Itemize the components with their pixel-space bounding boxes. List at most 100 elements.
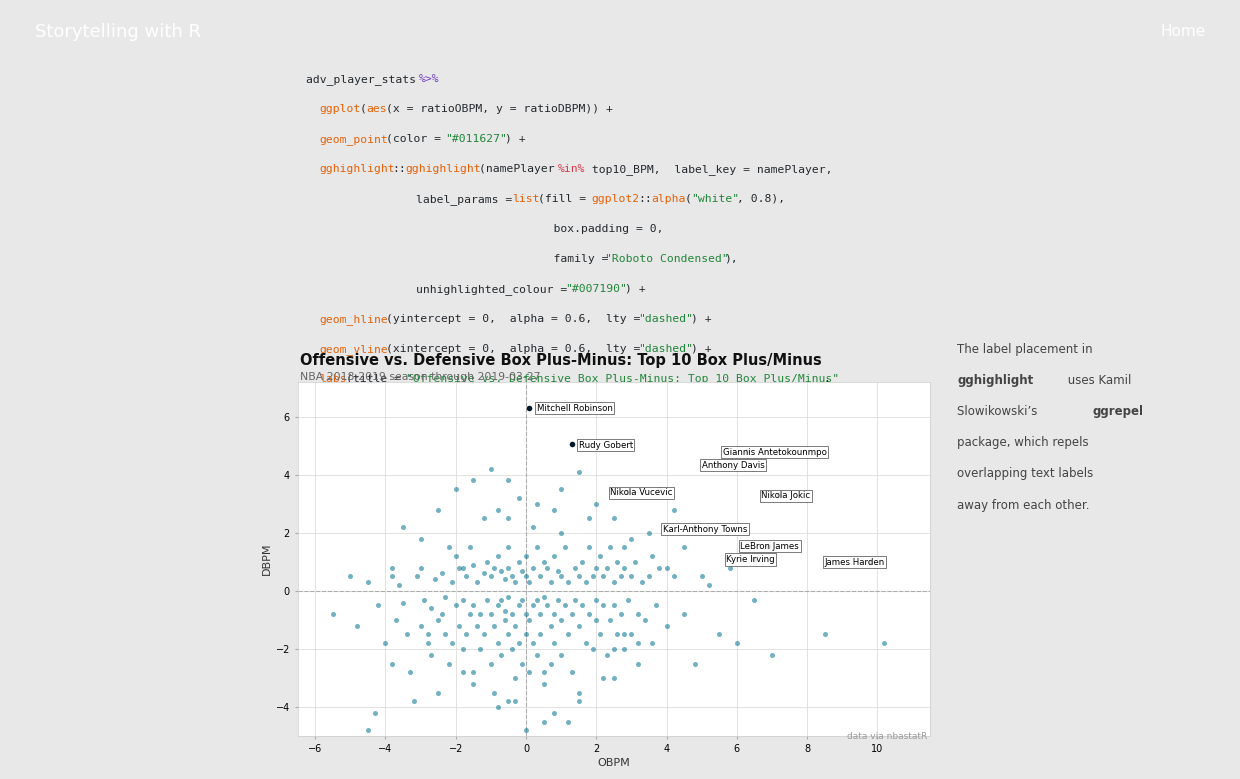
Point <box>393 596 413 608</box>
Point <box>575 576 595 588</box>
Point <box>727 637 746 650</box>
Point <box>551 649 570 661</box>
Point <box>551 527 570 539</box>
Point <box>453 666 472 679</box>
Point <box>569 686 589 699</box>
Point <box>506 619 526 632</box>
Text: "DBPM": "DBPM" <box>379 494 420 504</box>
Text: away from each other.: away from each other. <box>957 499 1090 512</box>
Point <box>520 614 539 626</box>
Point <box>491 594 511 606</box>
Point <box>512 564 532 576</box>
Point <box>464 599 484 612</box>
Point <box>625 555 645 568</box>
Point <box>533 666 553 679</box>
Text: y =: y = <box>306 494 382 504</box>
Text: ggrepel: ggrepel <box>1092 405 1143 418</box>
Text: Giannis Antetokounmpo: Giannis Antetokounmpo <box>723 447 827 456</box>
Text: "white": "white" <box>691 194 739 204</box>
Point <box>512 657 532 670</box>
Text: Anthony Davis: Anthony Davis <box>702 460 764 470</box>
Text: Nikola Jokic: Nikola Jokic <box>761 491 811 500</box>
Point <box>587 498 606 510</box>
Point <box>587 614 606 626</box>
Text: ::: :: <box>453 404 466 414</box>
Point <box>646 599 666 612</box>
Point <box>474 628 494 640</box>
Point <box>470 643 490 655</box>
Point <box>489 599 508 612</box>
Point <box>579 608 599 620</box>
Point <box>558 628 578 640</box>
Text: "#011627": "#011627" <box>445 134 507 144</box>
Point <box>422 649 441 661</box>
Point <box>489 550 508 562</box>
Point <box>407 570 427 583</box>
Point <box>587 594 606 606</box>
Text: ::: :: <box>393 164 407 174</box>
Point <box>502 608 522 620</box>
Text: ) +: ) + <box>691 344 712 354</box>
Point <box>446 483 466 495</box>
Point <box>692 570 712 583</box>
Point <box>590 550 610 562</box>
Point <box>382 562 402 574</box>
Point <box>428 614 448 626</box>
Point <box>453 643 472 655</box>
Text: subtitle =: subtitle = <box>306 404 430 414</box>
Point <box>520 402 539 414</box>
Point <box>583 570 603 583</box>
Point <box>533 555 553 568</box>
Point <box>432 567 451 580</box>
Point <box>498 562 518 574</box>
Text: geom_vline: geom_vline <box>320 344 388 355</box>
Point <box>544 637 564 650</box>
Point <box>523 637 543 650</box>
Point <box>565 562 585 574</box>
Point <box>573 599 593 612</box>
Text: ::: :: <box>637 194 652 204</box>
Text: gghighlight: gghighlight <box>320 164 396 174</box>
Point <box>358 724 378 737</box>
Point <box>347 619 367 632</box>
Point <box>404 695 424 707</box>
Point <box>460 608 480 620</box>
Point <box>615 643 635 655</box>
Point <box>639 570 658 583</box>
Point <box>414 594 434 606</box>
Point <box>608 555 627 568</box>
Text: "Offensive vs. Defensive Box Plus-Minus: Top 10 Box Plus/Minus": "Offensive vs. Defensive Box Plus-Minus:… <box>405 374 839 384</box>
Point <box>615 541 635 554</box>
Text: The label placement in: The label placement in <box>957 343 1092 356</box>
Text: glue: glue <box>459 434 486 444</box>
Point <box>533 678 553 690</box>
Text: ) +: ) + <box>625 284 645 294</box>
Point <box>495 573 515 586</box>
Text: ::: :: <box>372 524 387 534</box>
Text: NBA 2018-2019 season through 2019-03-27: NBA 2018-2019 season through 2019-03-27 <box>300 372 541 382</box>
Point <box>376 637 396 650</box>
Point <box>498 590 518 603</box>
Point <box>562 608 582 620</box>
Point <box>744 553 764 566</box>
Point <box>544 608 564 620</box>
Point <box>474 512 494 524</box>
Point <box>466 576 486 588</box>
Point <box>489 637 508 650</box>
Point <box>575 637 595 650</box>
Point <box>738 446 758 458</box>
Point <box>618 486 637 499</box>
Text: alpha: alpha <box>651 194 686 204</box>
Point <box>464 474 484 487</box>
Text: uses Kamil: uses Kamil <box>1064 374 1131 387</box>
Text: geom_point: geom_point <box>320 134 388 145</box>
Point <box>481 608 501 620</box>
Point <box>533 715 553 728</box>
Point <box>709 628 729 640</box>
Text: package, which repels: package, which repels <box>957 436 1089 449</box>
Point <box>481 570 501 583</box>
Point <box>531 628 551 640</box>
Point <box>485 562 505 574</box>
Point <box>583 643 603 655</box>
Text: Slowikowski’s: Slowikowski’s <box>957 405 1042 418</box>
